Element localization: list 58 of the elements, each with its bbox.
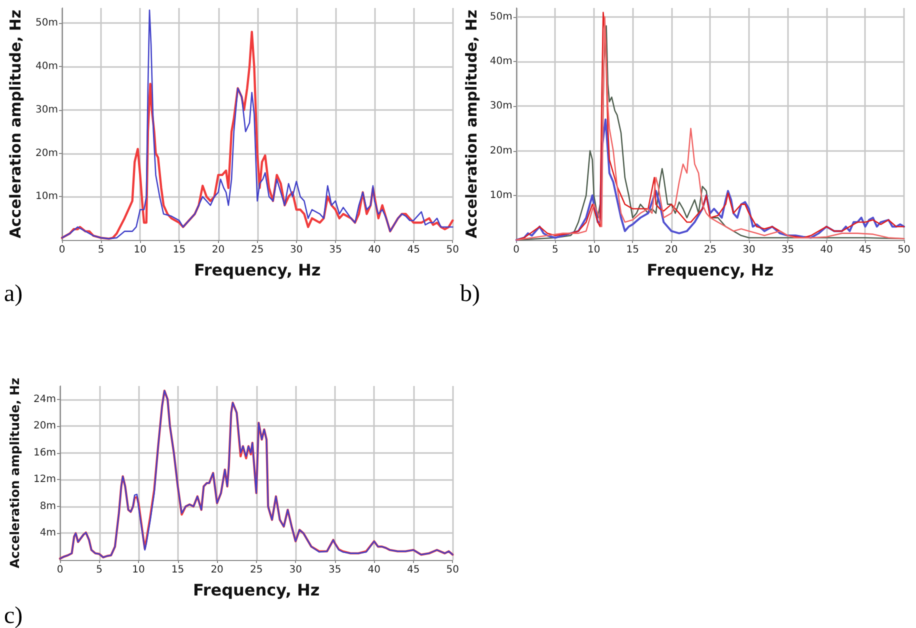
y-tick-label: 16m <box>34 447 56 458</box>
x-axis-title: Frequency, Hz <box>192 580 320 600</box>
y-tick-label: 10m <box>36 191 58 202</box>
x-tick-label: 0 <box>56 564 64 576</box>
y-tick-label: 20m <box>36 148 58 159</box>
x-tick-label: 20 <box>665 244 678 256</box>
x-tick-label: 35 <box>781 244 794 256</box>
text: c) <box>4 603 23 628</box>
y-tick-label: 24m <box>34 394 56 405</box>
x-axis-title: Frequency, Hz <box>646 260 774 280</box>
y-tick-label: 50m <box>36 18 58 29</box>
x-tick-label: 40 <box>368 564 380 576</box>
y-tick-label: 4m <box>40 528 56 539</box>
x-tick-label: 5 <box>96 564 102 576</box>
x-tick-label: 20 <box>212 244 225 256</box>
x-tick-label: 45 <box>407 244 420 256</box>
x-tick-label: 10 <box>134 244 146 256</box>
y-tick-label: 40m <box>36 61 58 72</box>
text: a) <box>4 281 23 307</box>
y-tick-label: 20m <box>34 420 56 432</box>
x-tick-label: 45 <box>407 564 420 576</box>
x-tick-label: 15 <box>626 244 640 256</box>
x-tick-label: 0 <box>58 244 66 256</box>
x-tick-label: 15 <box>171 564 184 576</box>
text: b) <box>460 281 480 307</box>
x-tick-label: 35 <box>329 244 342 256</box>
x-tick-label: 30 <box>289 564 302 576</box>
x-tick-label: 30 <box>742 244 756 256</box>
x-tick-label: 50 <box>446 564 460 576</box>
x-tick-label: 10 <box>588 244 600 256</box>
y-tick-label: 12m <box>34 474 56 486</box>
y-axis-title: Acceleration amplitude, Hz <box>462 9 480 238</box>
y-axis-title: Acceleration amplitude, Hz <box>7 378 22 568</box>
x-tick-label: 40 <box>368 244 381 256</box>
y-tick-label: 30m <box>490 100 512 112</box>
y-tick-label: 20m <box>490 145 512 156</box>
x-tick-label: 45 <box>858 244 872 256</box>
y-tick-label: 30m <box>36 104 58 116</box>
x-tick-label: 15 <box>172 244 186 256</box>
y-tick-label: 10m <box>490 190 512 201</box>
x-tick-label: 50 <box>898 244 910 256</box>
x-tick-label: 30 <box>290 244 303 256</box>
x-tick-label: 0 <box>513 244 520 256</box>
x-axis-title: Frequency, Hz <box>194 260 321 280</box>
y-tick-label: 50m <box>490 11 512 22</box>
x-tick-label: 25 <box>250 564 263 576</box>
y-tick-label: 40m <box>490 56 512 68</box>
x-tick-label: 20 <box>210 564 224 576</box>
x-tick-label: 25 <box>250 244 264 256</box>
x-tick-label: 25 <box>704 244 717 256</box>
x-tick-label: 5 <box>552 244 558 256</box>
y-tick-label: 8m <box>40 500 56 512</box>
x-tick-label: 10 <box>132 564 145 576</box>
x-tick-label: 40 <box>820 244 833 256</box>
x-tick-label: 35 <box>328 564 342 576</box>
y-axis-title: Acceleration amplitude, Hz <box>6 9 24 238</box>
x-tick-label: 5 <box>98 244 104 256</box>
x-tick-label: 50 <box>446 244 460 256</box>
